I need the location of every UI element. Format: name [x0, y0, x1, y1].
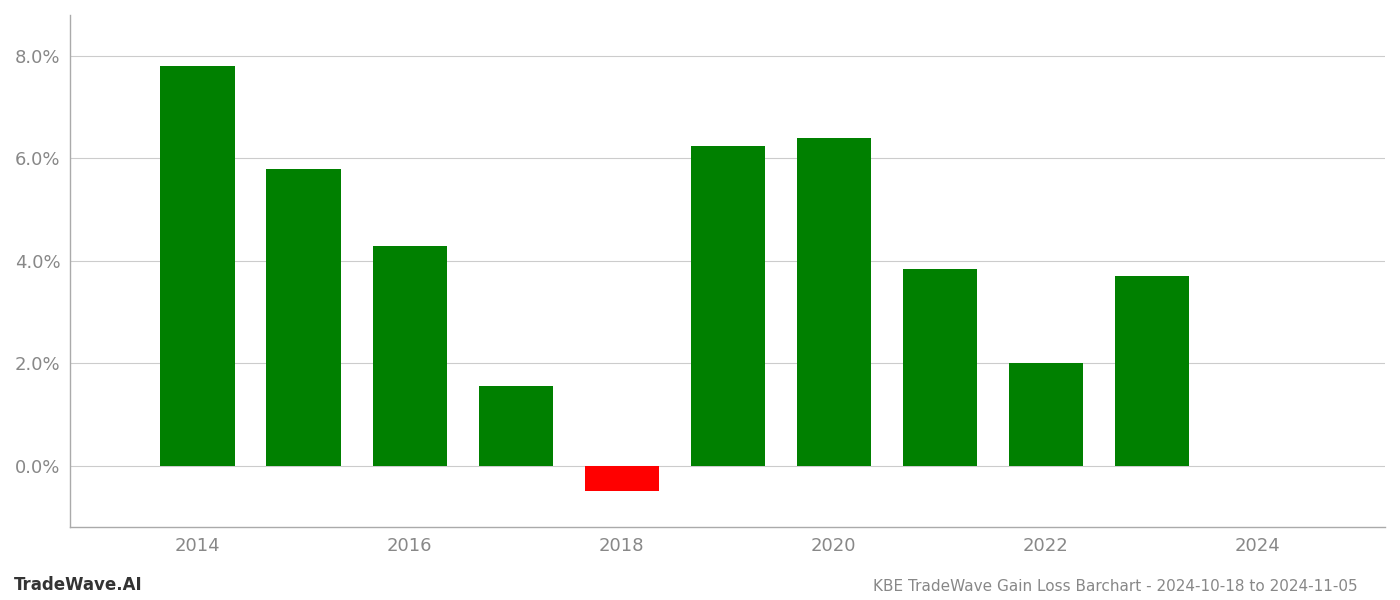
Bar: [690, 146, 764, 466]
Bar: [372, 245, 447, 466]
Text: TradeWave.AI: TradeWave.AI: [14, 576, 143, 594]
Bar: [161, 66, 235, 466]
Bar: [585, 466, 659, 491]
Text: KBE TradeWave Gain Loss Barchart - 2024-10-18 to 2024-11-05: KBE TradeWave Gain Loss Barchart - 2024-…: [874, 579, 1358, 594]
Bar: [1114, 276, 1189, 466]
Bar: [479, 386, 553, 466]
Bar: [1008, 364, 1082, 466]
Bar: [266, 169, 340, 466]
Bar: [797, 138, 871, 466]
Bar: [903, 269, 977, 466]
